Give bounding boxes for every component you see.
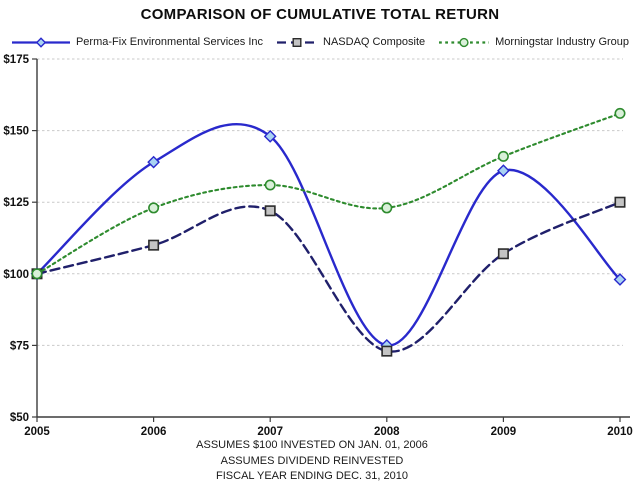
footnote-invested: ASSUMES $100 INVESTED ON JAN. 01, 2006	[196, 439, 428, 451]
legend-item-label: Morningstar Industry Group	[495, 36, 630, 48]
y-tick-label: $125	[3, 197, 29, 209]
y-tick-label: $150	[3, 126, 29, 138]
marker-circle	[148, 202, 160, 214]
footnote-fiscal-year: FISCAL YEAR ENDING DEC. 31, 2010	[216, 470, 408, 482]
y-tick-label: $175	[3, 54, 29, 66]
legend-sample-square	[277, 37, 318, 47]
legend-item-label: Perma-Fix Environmental Services Inc	[75, 36, 264, 48]
diamond-marker-icon	[35, 36, 47, 48]
marker-circle	[31, 268, 43, 280]
x-tick-label: 2005	[24, 426, 50, 438]
series-line-square	[35, 201, 622, 353]
marker-circle	[381, 202, 393, 214]
chart-title: COMPARISON OF CUMULATIVE TOTAL RETURN	[140, 6, 500, 23]
marker-square	[381, 345, 393, 357]
y-tick-label: $100	[3, 269, 29, 281]
legend-item-label: NASDAQ Composite	[323, 36, 426, 48]
series-line-circle	[35, 112, 622, 275]
series-line-diamond	[35, 122, 622, 347]
x-tick-label: 2007	[257, 426, 283, 438]
legend-item: NASDAQ Composite	[276, 36, 425, 49]
x-tick-label: 2010	[607, 426, 633, 438]
x-tick-label: 2009	[491, 426, 517, 438]
marker-diamond	[497, 164, 510, 178]
legend-sample-diamond	[11, 36, 70, 48]
marker-square	[148, 239, 160, 251]
legend-item: Perma-Fix Environmental Services Inc	[11, 36, 263, 49]
marker-square	[497, 248, 509, 260]
legend-sample-circle	[439, 37, 490, 47]
chart-footnotes: ASSUMES $100 INVESTED ON JAN. 01, 2006 A…	[0, 438, 624, 485]
marker-diamond	[147, 155, 160, 169]
legend-item: Morningstar Industry Group	[438, 36, 629, 49]
marker-circle	[264, 179, 276, 191]
marker-diamond	[613, 273, 627, 286]
square-marker-icon	[292, 37, 302, 47]
x-tick-label: 2006	[141, 426, 167, 438]
y-tick-label: $50	[10, 412, 29, 424]
marker-diamond	[263, 129, 277, 143]
footnote-dividend: ASSUMES DIVIDEND REINVESTED	[220, 454, 404, 467]
x-tick-label: 2008	[374, 426, 400, 438]
circle-marker-icon	[459, 37, 469, 47]
marker-square	[264, 205, 276, 217]
marker-square	[614, 196, 626, 208]
marker-circle	[614, 107, 626, 119]
y-tick-label: $75	[10, 340, 30, 352]
marker-circle	[497, 150, 509, 162]
chart-legend: Perma-Fix Environmental Services Inc NASD…	[0, 33, 640, 51]
